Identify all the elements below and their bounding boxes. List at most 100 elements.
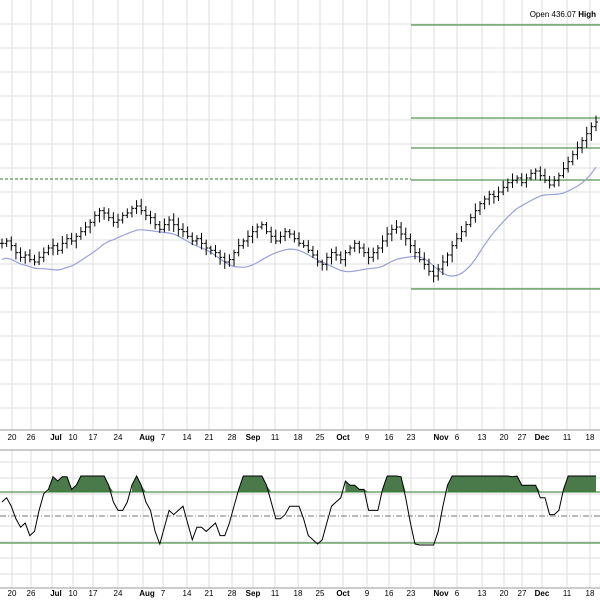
price-bar <box>51 238 56 256</box>
price-bar <box>292 230 297 243</box>
price-x-tick-label: 27 <box>518 433 527 442</box>
price-bar <box>218 249 223 265</box>
price-bar <box>366 247 371 265</box>
osc-x-tick-label: 16 <box>385 589 394 598</box>
price-bar <box>547 175 552 189</box>
price-bar <box>552 175 557 188</box>
price-bar <box>361 243 366 257</box>
osc-x-tick-label: Sep <box>246 589 261 598</box>
oscillator-line <box>1 474 596 546</box>
price-bar <box>538 166 543 181</box>
price-bar <box>445 252 450 267</box>
price-bar <box>153 213 158 230</box>
price-bar <box>4 238 9 247</box>
price-x-tick-label: 17 <box>89 433 98 442</box>
osc-x-tick-label: 7 <box>161 589 166 598</box>
price-bar <box>301 240 306 249</box>
price-bar <box>343 249 348 267</box>
price-bar <box>255 223 260 239</box>
price-bar <box>139 198 144 215</box>
osc-x-tick-label: 10 <box>69 589 78 598</box>
price-bar <box>148 210 153 225</box>
price-bar <box>27 249 32 263</box>
price-x-tick-label: 11 <box>271 433 280 442</box>
price-bar <box>264 221 269 235</box>
price-bar <box>570 150 575 166</box>
price-bar <box>236 238 241 257</box>
price-bar <box>501 180 506 196</box>
osc-x-tick-label: 11 <box>271 589 280 598</box>
price-bar <box>556 172 561 187</box>
price-bar <box>408 233 413 254</box>
oscillator-series <box>0 474 600 546</box>
price-bar <box>464 221 469 237</box>
price-bar <box>269 226 274 243</box>
price-header: Open 436.07 High <box>530 10 596 19</box>
price-bar <box>482 195 487 210</box>
price-bar <box>250 225 255 244</box>
price-bar <box>129 205 134 218</box>
osc-x-tick-label: 28 <box>228 589 237 598</box>
price-bar <box>222 252 227 269</box>
price-bar <box>436 264 441 281</box>
price-bar <box>273 229 278 245</box>
price-bar <box>496 186 501 202</box>
price-bar <box>13 242 18 260</box>
price-bar <box>594 115 598 132</box>
price-bar <box>297 232 301 247</box>
price-x-tick-label: 16 <box>385 433 394 442</box>
osc-x-tick-label: Oct <box>336 589 350 598</box>
price-bar <box>580 137 585 154</box>
price-bar <box>371 247 376 262</box>
price-bar <box>83 221 88 236</box>
price-x-tick-label: Aug <box>139 433 155 442</box>
price-bar <box>162 218 167 233</box>
price-x-tick-label: 18 <box>586 433 595 442</box>
price-bar <box>542 168 547 184</box>
price-bar <box>176 217 181 237</box>
price-bar <box>134 200 139 214</box>
price-bar <box>422 252 427 270</box>
price-bar <box>519 173 524 187</box>
price-bar <box>259 221 264 230</box>
price-bar <box>278 231 283 244</box>
price-bar <box>310 245 315 258</box>
price-bar <box>185 226 190 239</box>
price-panel-grid <box>0 0 600 431</box>
price-bar <box>204 239 209 256</box>
high-label: High <box>578 10 596 19</box>
osc-x-tick-label: 14 <box>183 589 192 598</box>
price-bar <box>102 207 107 220</box>
price-x-tick-label: 14 <box>183 433 192 442</box>
price-bar <box>306 240 311 254</box>
price-bar <box>60 236 65 254</box>
price-bar <box>515 175 520 184</box>
price-bar <box>143 206 148 221</box>
price-bar <box>431 265 436 283</box>
price-x-tick-label: Sep <box>246 433 261 442</box>
osc-x-tick-label: 18 <box>294 589 303 598</box>
osc-x-tick-label: Aug <box>139 589 155 598</box>
price-bar <box>157 220 162 233</box>
price-bar <box>111 212 116 227</box>
price-bar <box>473 203 478 223</box>
osc-x-tick-label: 11 <box>563 589 572 598</box>
price-bar <box>190 232 195 246</box>
price-x-tick-label: 23 <box>407 433 416 442</box>
oscillator-fill <box>48 476 596 492</box>
osc-x-tick-label: 27 <box>518 589 527 598</box>
price-bar <box>232 249 237 267</box>
price-bar <box>389 224 394 242</box>
price-bar <box>575 141 580 160</box>
price-bar <box>417 248 422 263</box>
price-bar <box>413 240 418 260</box>
price-bar <box>584 126 589 148</box>
osc-x-tick-label: Nov <box>433 589 449 598</box>
osc-x-tick-label: Jul <box>50 589 62 598</box>
price-bar <box>320 259 325 271</box>
price-bar <box>18 247 23 262</box>
price-x-tick-label: 9 <box>365 433 370 442</box>
price-bar <box>403 227 408 246</box>
price-bar <box>245 230 250 247</box>
price-bar <box>208 245 213 255</box>
